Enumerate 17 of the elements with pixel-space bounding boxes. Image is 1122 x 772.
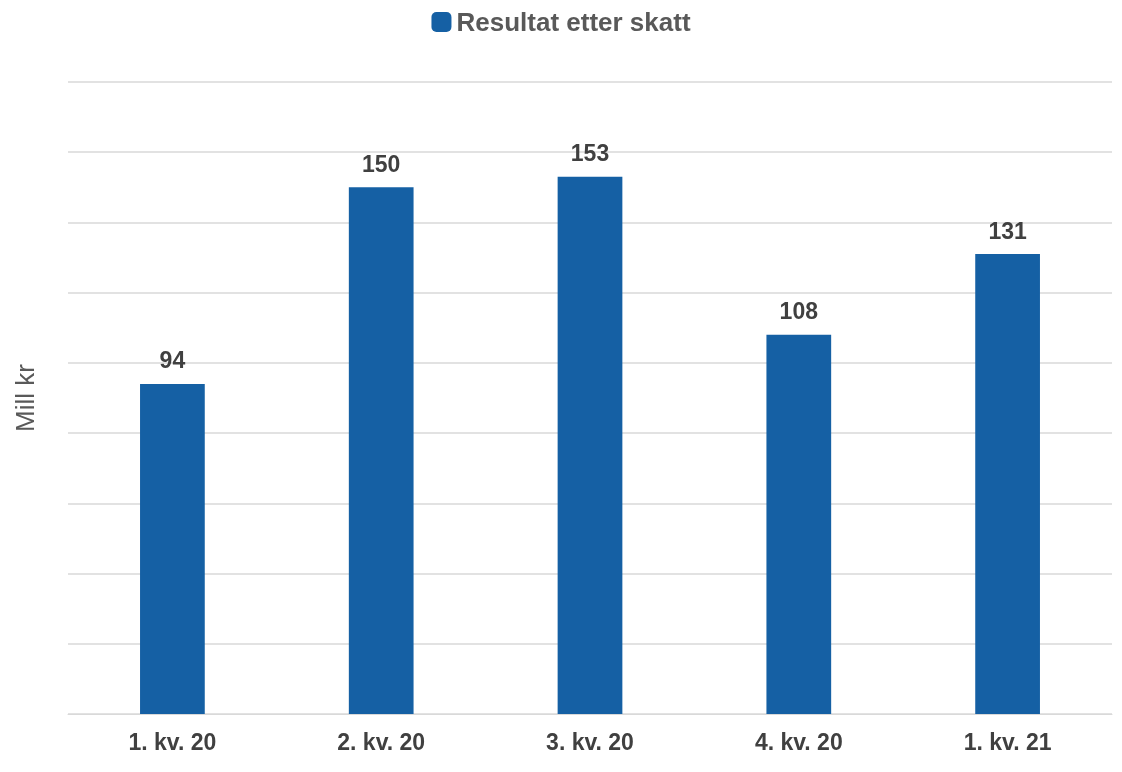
data-label: 150 [362,150,401,177]
data-label: 108 [779,298,819,325]
data-label: 153 [570,140,610,167]
data-label: 131 [988,217,1027,244]
bar [557,176,623,714]
data-label: 94 [159,347,186,374]
y-axis-title: Mill kr [10,363,40,432]
x-tick-label: 1. kv. 21 [963,728,1052,755]
x-tick-label: 4. kv. 20 [754,728,843,755]
bar [140,383,205,714]
legend-label: Resultat etter skatt [456,7,691,37]
bar [975,254,1040,714]
bar [766,334,832,714]
x-tick-label: 2. kv. 20 [337,728,426,755]
x-tick-label: 3. kv. 20 [546,728,634,755]
bar [348,187,414,714]
x-tick-label: 1. kv. 20 [128,728,217,755]
